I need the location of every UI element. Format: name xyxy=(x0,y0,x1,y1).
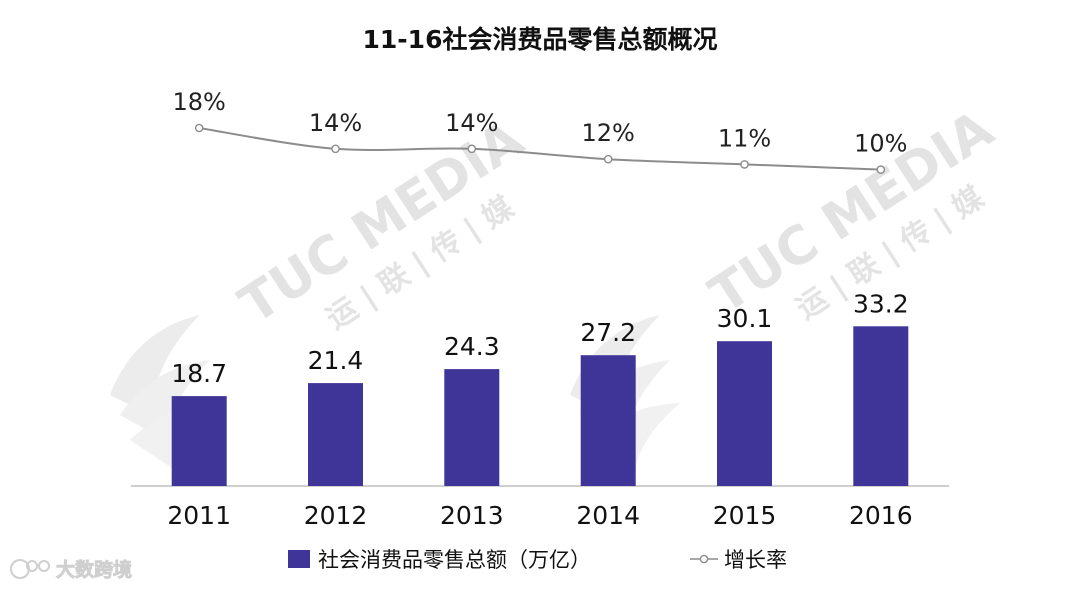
growth-rate-point-2016 xyxy=(876,165,886,174)
growth-rate-point-2014 xyxy=(603,154,613,164)
bar-2013 xyxy=(444,369,500,486)
x-tick-label-2013: 2013 xyxy=(440,501,504,530)
bar-2016 xyxy=(853,326,909,486)
x-tick-label-2016: 2016 xyxy=(849,501,913,530)
bar-value-label-2012: 21.4 xyxy=(308,346,364,375)
growth-rate-label-2012: 14% xyxy=(309,109,362,137)
bar-2012 xyxy=(308,383,363,486)
bar-value-label-2011: 18.7 xyxy=(171,359,227,388)
chart-title: 11-16社会消费品零售总额概况 xyxy=(363,25,718,54)
legend: 社会消费品零售总额（万亿） 增长率 xyxy=(288,548,787,572)
bar-2015 xyxy=(717,341,772,486)
bar-2011 xyxy=(171,396,227,486)
x-tick-label-2015: 2015 xyxy=(713,501,777,530)
ticks-layer: 2011 2012 2013 2014 2015 2016 xyxy=(167,501,912,530)
x-tick-label-2011: 2011 xyxy=(167,501,231,530)
bar-value-label-2015: 30.1 xyxy=(717,304,773,333)
line-layer: 18% 14% 14% 12% 11% 10% xyxy=(173,88,907,174)
x-tick-label-2014: 2014 xyxy=(576,501,640,530)
source-brand-icon xyxy=(10,559,50,579)
x-tick-label-2012: 2012 xyxy=(304,501,368,530)
growth-rate-label-2013: 14% xyxy=(445,109,498,137)
legend-bar-label: 社会消费品零售总额（万亿） xyxy=(318,548,591,572)
bar-value-label-2016: 33.2 xyxy=(853,289,909,318)
bars-layer xyxy=(171,326,909,486)
growth-rate-label-2016: 10% xyxy=(854,130,907,158)
legend-line-marker xyxy=(699,554,709,564)
source-brand-text: 大数跨境 xyxy=(56,558,132,581)
bar-2014 xyxy=(580,355,636,486)
growth-rate-point-2013 xyxy=(467,144,477,154)
legend-bar-swatch xyxy=(288,550,310,568)
growth-rate-point-2015 xyxy=(740,160,749,169)
source-brand: 大数跨境 xyxy=(10,558,132,581)
growth-rate-point-2011 xyxy=(194,123,204,133)
bar-value-label-2014: 27.2 xyxy=(580,318,636,347)
growth-rate-label-2011: 18% xyxy=(173,88,226,116)
legend-line-label: 增长率 xyxy=(724,548,787,572)
growth-rate-label-2014: 12% xyxy=(582,119,635,147)
growth-rate-line xyxy=(199,127,881,171)
growth-rate-point-2012 xyxy=(331,144,340,154)
bar-labels-layer: 18.7 21.4 24.3 27.2 30.1 33.2 xyxy=(171,289,908,388)
bar-value-label-2013: 24.3 xyxy=(444,332,500,361)
growth-rate-label-2015: 11% xyxy=(718,124,771,152)
